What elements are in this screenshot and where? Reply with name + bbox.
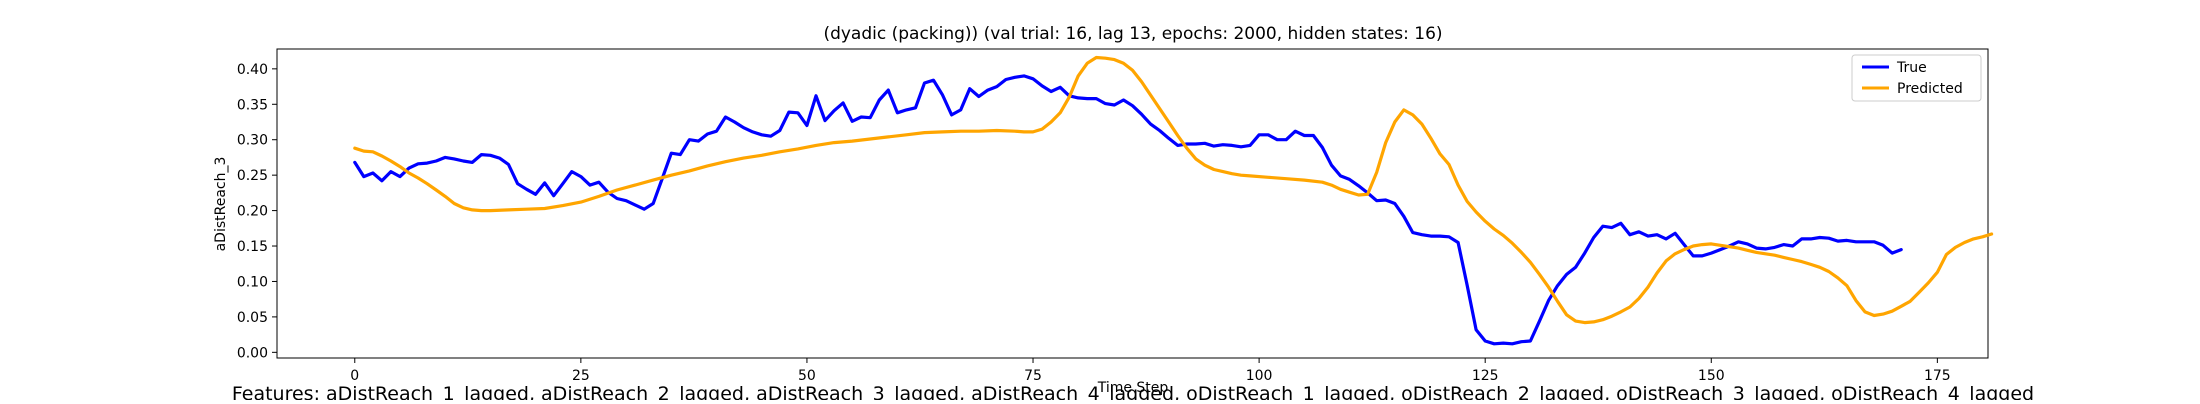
x-axis-label: Time Step — [1097, 380, 1169, 396]
x-tick-label: 25 — [572, 368, 590, 384]
legend: True Predicted — [1851, 54, 1982, 102]
legend-label-predicted: Predicted — [1897, 81, 1963, 97]
y-tick-label: 0.15 — [237, 239, 268, 255]
x-axis: 0 25 50 75 100 125 150 175 — [350, 358, 1951, 384]
x-tick-label: 100 — [1246, 368, 1273, 384]
x-tick-label: 175 — [1924, 368, 1951, 384]
y-tick-label: 0.05 — [237, 310, 268, 326]
x-tick-label: 125 — [1472, 368, 1499, 384]
series-line-true — [353, 74, 1903, 346]
y-tick-label: 0.25 — [237, 168, 268, 184]
y-axis: 0.00 0.05 0.10 0.15 0.20 0.25 0.30 0.35 0.40 — [237, 62, 277, 361]
series-layer — [353, 55, 1994, 346]
y-axis-label: aDistReach_3 — [213, 157, 229, 252]
features-caption: Features: aDistReach_1_lagged, aDistReac… — [232, 383, 2034, 400]
legend-label-true: True — [1896, 60, 1927, 76]
x-tick-label: 150 — [1698, 368, 1725, 384]
y-tick-label: 0.35 — [237, 97, 268, 113]
y-tick-label: 0.20 — [237, 204, 268, 220]
chart-title: (dyadic (packing)) (val trial: 16, lag 1… — [823, 24, 1442, 44]
series-line-predicted — [353, 55, 1994, 325]
y-tick-label: 0.00 — [237, 345, 268, 361]
plot-area — [276, 48, 1989, 359]
y-tick-label: 0.40 — [237, 62, 268, 78]
y-tick-label: 0.10 — [237, 274, 268, 290]
y-tick-label: 0.30 — [237, 133, 268, 149]
x-tick-label: 50 — [798, 368, 816, 384]
x-tick-label: 75 — [1024, 368, 1042, 384]
x-tick-label: 0 — [350, 368, 359, 384]
